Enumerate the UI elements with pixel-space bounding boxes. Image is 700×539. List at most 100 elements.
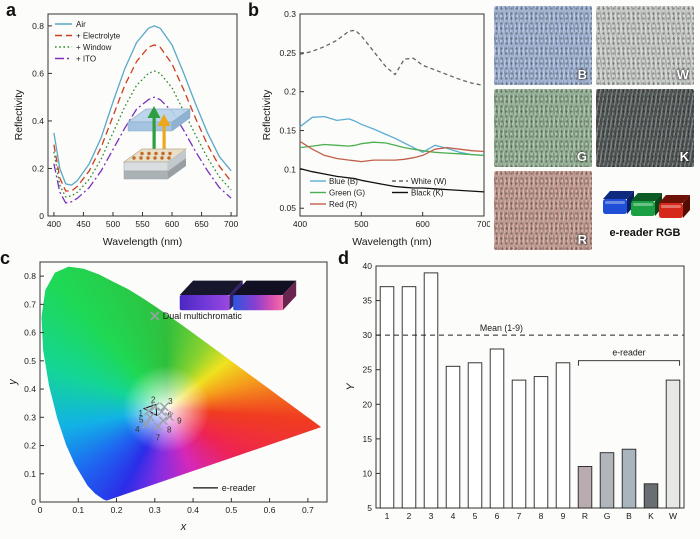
legend-ereader: e-reader: [222, 483, 256, 493]
marker-label-7: 7: [156, 433, 161, 442]
legend-label: + Window: [76, 43, 112, 52]
y-axis-label: y: [7, 378, 19, 386]
x-category-label: 8: [539, 511, 544, 521]
panel-label-d: d: [338, 248, 349, 268]
x-tick-label: 500: [354, 219, 368, 229]
x-category-label: B: [626, 511, 632, 521]
swatch-blue-label: B: [577, 66, 587, 82]
marker-label-9: 9: [177, 417, 182, 426]
x-tick-label: 400: [47, 219, 61, 229]
series-line-White (W): [299, 29, 485, 87]
marker-label-3: 3: [168, 397, 173, 406]
panel-c-chromaticity-chart: 0 0.1 0.2 0.3 0.4 0.5 0.6 0.7 0 0.1 0.2 0.3 0.4 0.5 0.…: [6, 258, 336, 534]
y-axis-label: Reflectivity: [13, 89, 25, 141]
marker-label-5: 5: [139, 415, 144, 424]
legend-dual-multichromatic: Dual multichromatic: [163, 311, 243, 321]
bar-2: [401, 286, 417, 509]
x-category-label: 9: [561, 511, 566, 521]
bar-6: [489, 348, 505, 509]
x-tick-label: 700: [477, 219, 490, 229]
x-category-label: 6: [495, 511, 500, 521]
x-category-label: R: [582, 511, 588, 521]
chart-a-svg: 400 450 500 550 600 650 700 0 0.2 0.4 0.6 0.8 Wavele…: [13, 13, 238, 248]
bar-G: [599, 452, 615, 509]
swatch-green: G: [494, 88, 592, 168]
panel-label-b: b: [248, 0, 259, 20]
series-line-+ Electrolyte: [53, 44, 232, 192]
bar-B: [621, 448, 637, 509]
dual-multichromatic-inset: [174, 272, 300, 318]
panel-label-c: c: [0, 248, 11, 268]
legend-label: + ITO: [76, 54, 96, 63]
x-category-label: 4: [451, 511, 456, 521]
x-tick-label: 450: [76, 219, 90, 229]
series-line-Green (G): [299, 141, 485, 157]
y-tick-label: 0.2: [284, 87, 296, 97]
mean-line-label: Mean (1-9): [480, 323, 523, 333]
marker-x-9: [164, 412, 174, 422]
series-line-Red (R): [299, 140, 485, 163]
y-tick-label: 15: [363, 434, 373, 444]
e-reader-rgb-image: e-reader RGB: [596, 171, 694, 250]
bar-8: [533, 376, 549, 509]
x-category-label: K: [648, 511, 654, 521]
y-axis-label: Reflectivity: [261, 89, 273, 141]
x-category-label: 1: [385, 511, 390, 521]
plot-frame: [375, 265, 685, 509]
x-tick-label: 0: [38, 505, 43, 515]
bar-W: [665, 379, 681, 509]
marker-x-2: [150, 402, 160, 412]
bar-R: [577, 466, 593, 509]
photo-swatches: B W G K R: [494, 6, 694, 250]
y-tick-label: 0.2: [32, 163, 44, 173]
x-axis-label: Wavelength (nm): [352, 236, 432, 248]
x-tick-label: 600: [165, 219, 179, 229]
legend-label: Red (R): [329, 200, 357, 209]
ereader-group-label: e-reader: [612, 348, 645, 358]
legend-label: Black (K): [411, 188, 444, 197]
legend-label: Blue (B): [329, 177, 358, 186]
y-tick-label: 0.3: [284, 9, 296, 19]
device-schematic-inset: [116, 104, 202, 188]
x-tick-label: 550: [135, 219, 149, 229]
y-tick-label: 0.25: [279, 48, 296, 58]
bar-7: [511, 379, 527, 509]
y-tick-label: 0.4: [32, 116, 44, 126]
bar-5: [467, 362, 483, 509]
swatch-red-label: R: [577, 231, 587, 247]
y-axis-label: Y: [345, 383, 357, 391]
x-tick-label: 0.7: [302, 505, 314, 515]
y-tick-label: 0: [31, 497, 36, 507]
swatch-white-label: W: [676, 66, 689, 82]
x-axis-label: Wavelength (nm): [103, 236, 183, 248]
y-tick-label: 0.05: [279, 203, 296, 213]
bar-3: [423, 272, 439, 509]
y-tick-label: 40: [363, 261, 373, 271]
y-tick-label: 30: [363, 330, 373, 340]
e-reader-rgb-bars: [603, 190, 690, 218]
legend-label: Air: [76, 20, 86, 29]
swatch-black: K: [596, 88, 694, 168]
y-tick-label: 0.15: [279, 126, 296, 136]
y-tick-label: 0.1: [24, 469, 36, 479]
x-category-label: 5: [473, 511, 478, 521]
marker-x-6: [157, 407, 167, 417]
x-tick-label: 0.2: [111, 505, 123, 515]
legend-label: White (W): [411, 177, 447, 186]
x-tick-label: 0.4: [187, 505, 199, 515]
x-category-label: 2: [407, 511, 412, 521]
legend-label: Green (G): [329, 188, 365, 197]
device-schematic-image: [122, 106, 192, 180]
y-tick-label: 10: [363, 468, 373, 478]
marker-x-4: [141, 419, 151, 429]
x-category-label: 7: [517, 511, 522, 521]
bar-9: [555, 362, 571, 509]
series-line-Air: [53, 25, 232, 186]
bar-K: [643, 483, 659, 509]
x-tick-label: 0.1: [72, 505, 84, 515]
legend-label: + Electrolyte: [76, 31, 121, 40]
x-tick-label: 0.3: [149, 505, 161, 515]
y-tick-label: 0.6: [32, 68, 44, 78]
x-tick-label: 650: [194, 219, 208, 229]
